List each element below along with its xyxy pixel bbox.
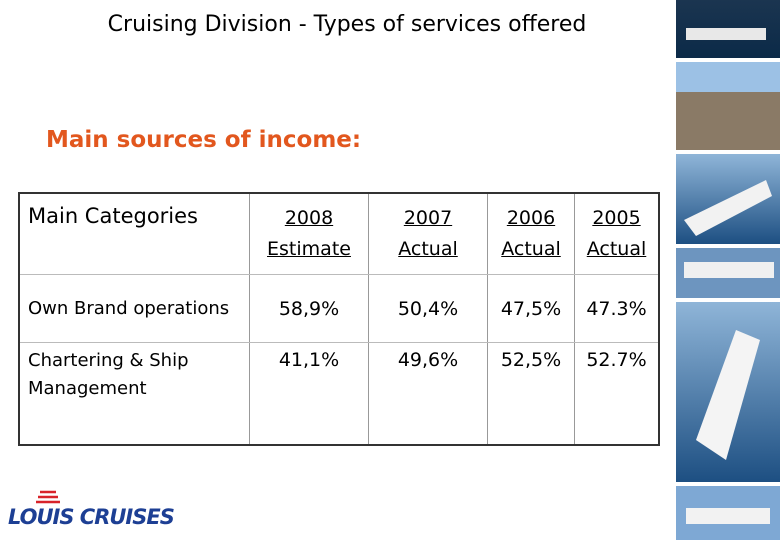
value-cell: 49,6%	[368, 342, 488, 446]
year: 2005	[592, 207, 641, 229]
ship	[696, 330, 760, 460]
ship	[686, 508, 770, 524]
header-cell: 2007 Actual	[368, 192, 488, 275]
status: Actual	[586, 238, 647, 260]
ship	[684, 180, 772, 236]
table-row: Own Brand operations 58,9% 50,4% 47,5% 4…	[19, 274, 659, 343]
category-cell: Chartering & Ship Management	[19, 342, 250, 446]
header-cell: 2006 Actual	[487, 192, 575, 275]
header-cell: Main Categories	[19, 192, 250, 275]
subtitle: Main sources of income:	[46, 127, 362, 153]
value-cell: 41,1%	[249, 342, 369, 446]
ship	[686, 28, 766, 40]
value-cell: 47,5%	[487, 274, 575, 343]
sky	[676, 62, 780, 92]
logo-text: LOUIS CRUISES	[8, 505, 175, 529]
logo-mark	[36, 490, 60, 504]
status: Actual	[501, 238, 561, 260]
status: Actual	[398, 238, 458, 260]
year: 2006	[506, 207, 556, 229]
photo-strip	[676, 0, 780, 540]
income-table: Main Categories 2008 Estimate 2007 Actual …	[18, 192, 660, 446]
year: 2007	[403, 207, 453, 229]
ship	[684, 262, 774, 278]
slide-title: Cruising Division - Types of services of…	[107, 12, 587, 37]
header-cell: 2005 Actual	[574, 192, 659, 275]
value-cell: 52.7%	[574, 342, 659, 446]
table-row: Chartering & Ship Management 41,1% 49,6%…	[19, 342, 659, 446]
value-cell: 50,4%	[368, 274, 488, 343]
status: Estimate	[267, 238, 351, 260]
category-cell: Own Brand operations	[19, 274, 250, 343]
value-cell: 58,9%	[249, 274, 369, 343]
header-row: Main Categories 2008 Estimate 2007 Actual …	[19, 192, 659, 275]
header-cell: 2008 Estimate	[249, 192, 369, 275]
year: 2008	[284, 207, 334, 229]
value-cell: 52,5%	[487, 342, 575, 446]
value-cell: 47.3%	[574, 274, 659, 343]
